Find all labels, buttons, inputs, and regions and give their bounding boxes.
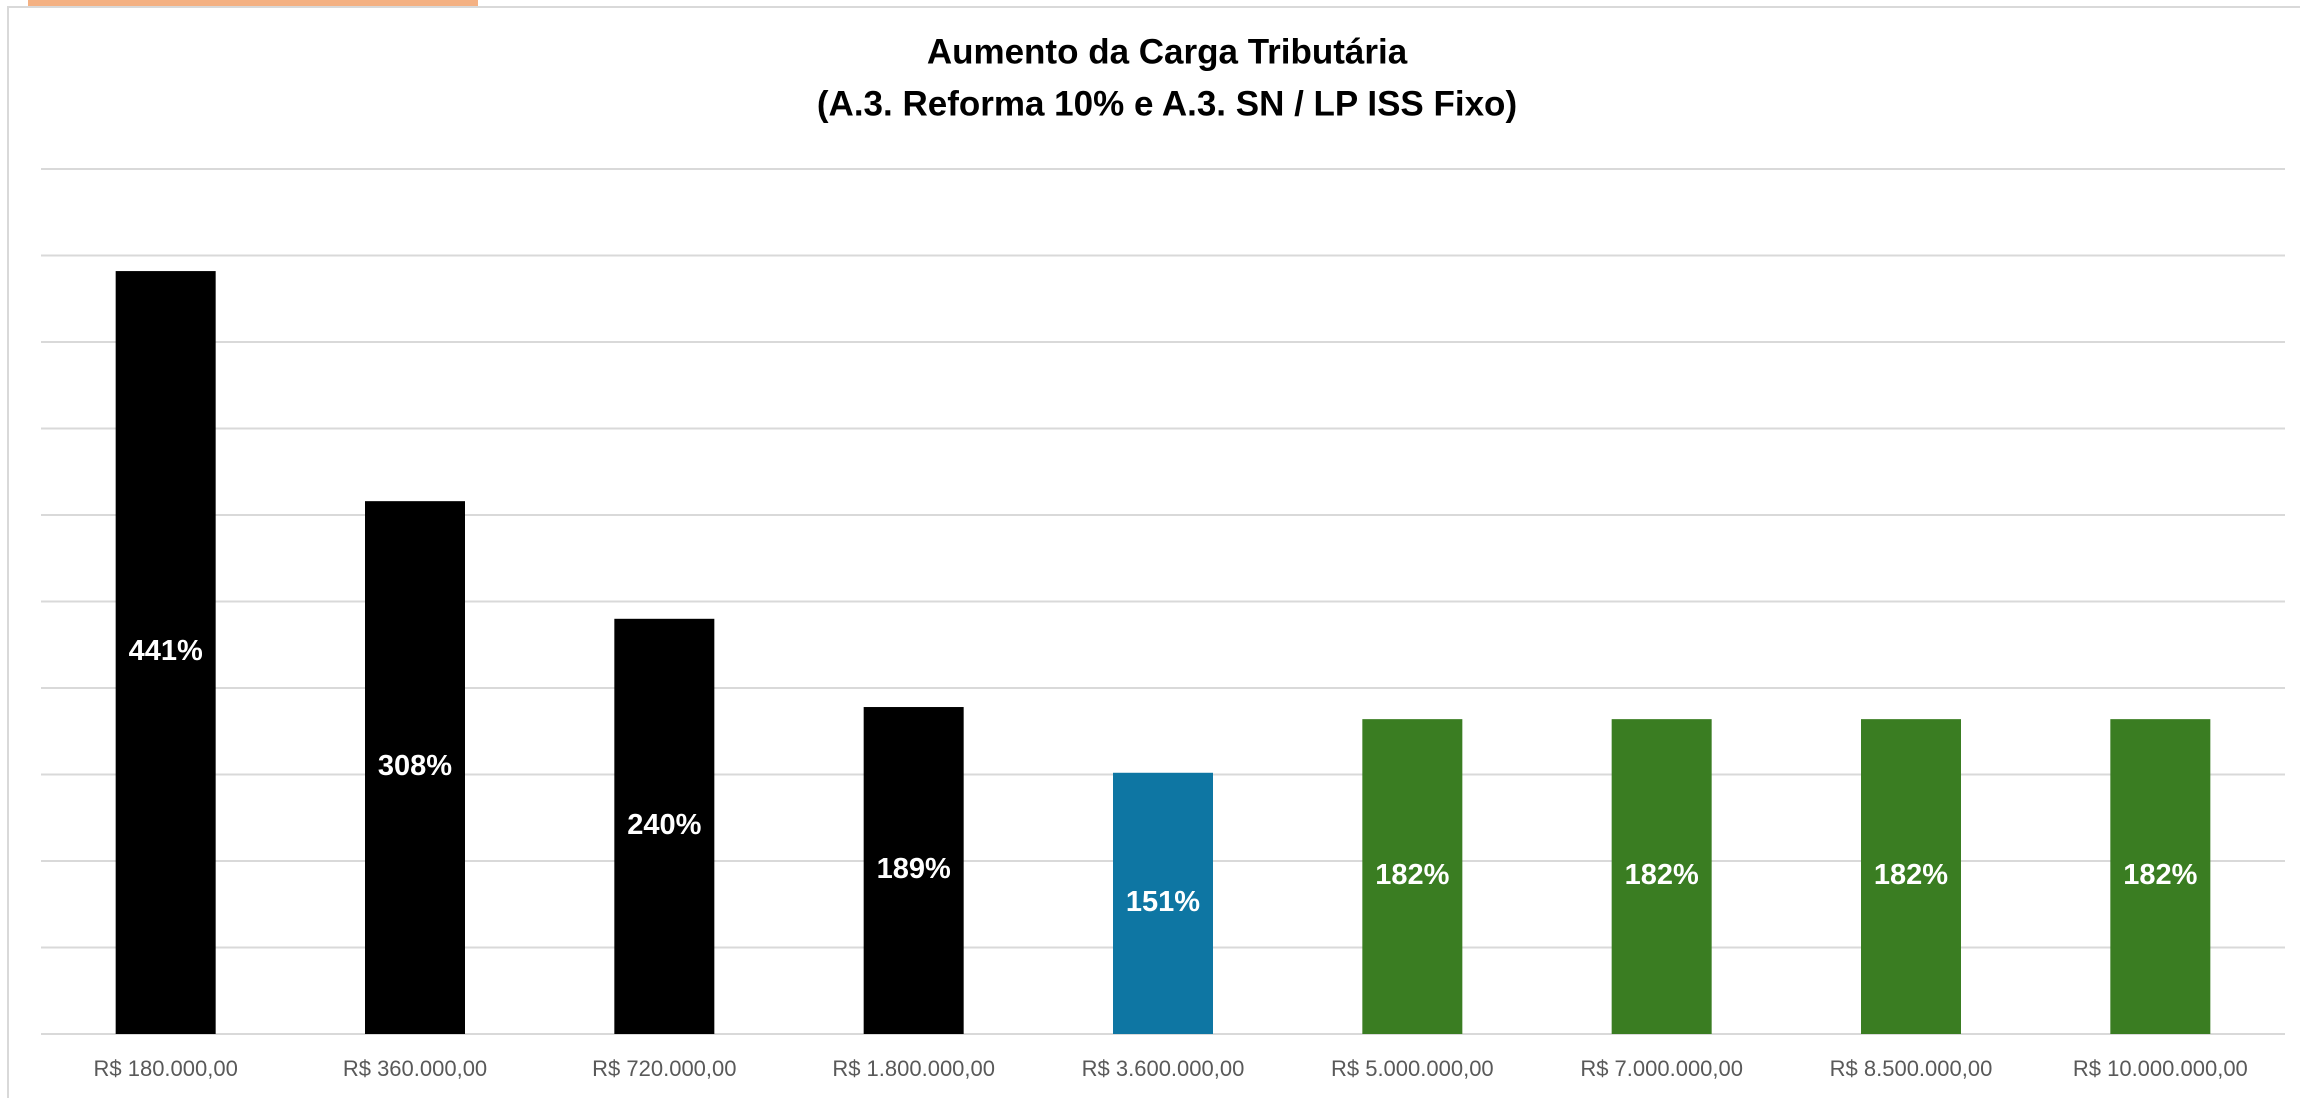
x-tick-label: R$ 3.600.000,00 xyxy=(1082,1056,1245,1081)
data-label: 182% xyxy=(2123,859,2197,891)
x-tick-label: R$ 7.000.000,00 xyxy=(1580,1056,1743,1081)
x-tick-label: R$ 360.000,00 xyxy=(343,1056,487,1081)
data-label: 151% xyxy=(1126,886,1200,918)
bar xyxy=(1362,719,1463,1034)
bar xyxy=(1861,719,1961,1034)
x-tick-label: R$ 10.000.000,00 xyxy=(2073,1056,2248,1081)
bar xyxy=(115,271,216,1034)
x-tick-label: R$ 5.000.000,00 xyxy=(1331,1056,1494,1081)
data-label: 308% xyxy=(378,750,452,782)
x-tick-label: R$ 8.500.000,00 xyxy=(1830,1056,1993,1081)
chart-subtitle: (A.3. Reforma 10% e A.3. SN / LP ISS Fix… xyxy=(817,84,1517,123)
chart-title: Aumento da Carga Tributária xyxy=(927,32,1408,71)
data-label: 240% xyxy=(627,809,701,841)
data-label: 189% xyxy=(877,853,951,885)
cropped-label xyxy=(28,0,478,6)
bar xyxy=(863,707,964,1034)
data-label: 182% xyxy=(1874,859,1948,891)
bar xyxy=(2110,719,2211,1034)
bar xyxy=(1611,719,1712,1034)
x-tick-label: R$ 720.000,00 xyxy=(592,1056,736,1081)
bar xyxy=(365,501,465,1034)
x-tick-label: R$ 1.800.000,00 xyxy=(832,1056,995,1081)
bar xyxy=(614,618,715,1034)
data-label: 182% xyxy=(1625,859,1699,891)
data-label: 182% xyxy=(1375,859,1449,891)
bar xyxy=(1113,772,1213,1034)
x-tick-label: R$ 180.000,00 xyxy=(93,1056,237,1081)
data-label: 441% xyxy=(129,635,203,667)
